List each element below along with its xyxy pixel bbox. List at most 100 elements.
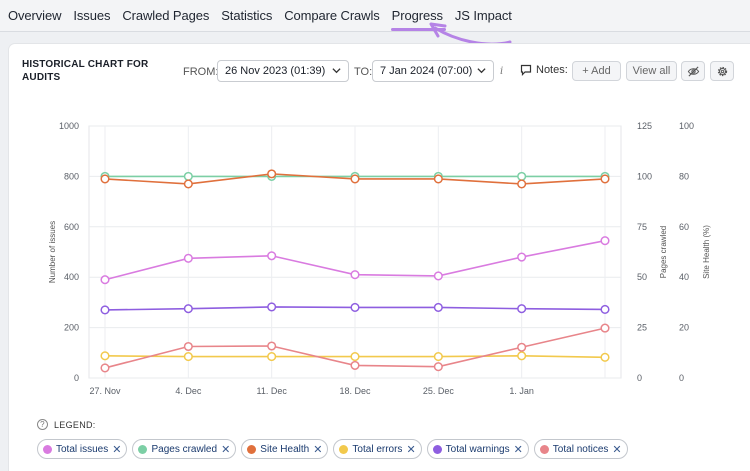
legend-label: Total warnings — [445, 443, 510, 455]
data-point-site-health — [183, 179, 193, 189]
y-tick-left: 600 — [64, 222, 79, 232]
legend-color-dot — [432, 444, 442, 454]
data-point-total-warnings — [100, 305, 110, 315]
y-tick-left: 400 — [64, 272, 79, 282]
data-point-total-errors — [267, 352, 277, 362]
data-point-total-notices — [100, 363, 110, 373]
legend-chip-site-health[interactable]: Site Health ✕ — [241, 439, 329, 459]
legend-color-dot — [247, 444, 257, 454]
card-title: HISTORICAL CHART FOR AUDITS — [22, 59, 149, 83]
add-note-button[interactable]: + Add — [572, 61, 621, 81]
annotation-arrow-icon — [429, 22, 512, 46]
y-axis-title-issues: Number of issues — [48, 221, 57, 283]
data-point-total-issues — [350, 270, 360, 280]
data-point-total-notices — [267, 341, 277, 351]
data-point-total-notices — [183, 341, 193, 352]
legend: Total issues ✕ Pages crawled ✕ Site Health ✕ T… — [37, 439, 633, 459]
remove-series-icon[interactable]: ✕ — [112, 443, 122, 456]
data-point-total-issues — [517, 252, 527, 262]
legend-chip-pages-crawled[interactable]: Pages crawled ✕ — [132, 439, 237, 459]
legend-chip-total-notices[interactable]: Total notices ✕ — [533, 439, 628, 459]
legend-color-dot — [138, 444, 148, 454]
y-tick-left: 800 — [64, 171, 79, 181]
data-point-total-errors — [100, 351, 110, 361]
from-date-value: 26 Nov 2023 (01:39) — [225, 65, 326, 77]
line-chart: 0 200 400 600 800 1000 0 25 50 75 100 125 0 20 40 60 80 1… — [48, 121, 711, 396]
legend-title-text: LEGEND: — [54, 419, 96, 430]
legend-label: Total notices — [552, 443, 609, 455]
legend-color-dot — [339, 444, 349, 454]
x-tick: 4. Dec — [175, 386, 202, 396]
chevron-down-icon — [477, 68, 486, 74]
data-point-total-issues — [100, 275, 110, 285]
data-point-site-health — [517, 179, 527, 189]
y-tick-right-health: 80 — [679, 171, 689, 181]
y-tick-right-pages: 0 — [637, 373, 642, 383]
x-tick: 18. Dec — [339, 386, 371, 396]
data-point-total-warnings — [600, 304, 610, 315]
data-point-site-health — [267, 169, 277, 179]
legend-color-dot — [539, 444, 549, 454]
legend-chip-total-warnings[interactable]: Total warnings ✕ — [426, 439, 529, 459]
to-label: TO: — [354, 66, 373, 78]
remove-series-icon[interactable]: ✕ — [406, 443, 416, 456]
y-tick-right-pages: 100 — [637, 171, 652, 181]
data-point-total-errors — [183, 352, 193, 362]
remove-series-icon[interactable]: ✕ — [513, 443, 523, 456]
data-point-site-health — [100, 174, 110, 184]
y-tick-right-health: 40 — [679, 272, 689, 282]
legend-label: Site Health — [260, 443, 310, 455]
tab-statistics[interactable]: Statistics — [221, 8, 273, 23]
y-tick-left: 200 — [64, 323, 79, 333]
tab-issues[interactable]: Issues — [73, 8, 111, 23]
y-tick-right-health: 0 — [679, 373, 684, 383]
x-tick: 1. Jan — [509, 386, 534, 396]
from-date-select[interactable]: 26 Nov 2023 (01:39) — [217, 60, 349, 82]
legend-title: ? LEGEND: — [37, 419, 96, 430]
data-point-site-health — [433, 174, 443, 184]
y-axis-title-health: Site Health (%) — [702, 225, 711, 279]
y-tick-right-health: 60 — [679, 222, 689, 232]
remove-series-icon[interactable]: ✕ — [221, 443, 231, 456]
chart-area: 0 200 400 600 800 1000 0 25 50 75 100 125 0 20 40 60 80 1… — [31, 98, 731, 398]
y-tick-left: 1000 — [59, 121, 79, 131]
help-icon[interactable]: ? — [37, 419, 48, 430]
historical-chart-card: HISTORICAL CHART FOR AUDITS FROM: 26 Nov… — [9, 44, 750, 471]
data-point-total-issues — [267, 251, 277, 261]
data-point-pages-crawled — [517, 171, 527, 181]
hide-notes-button[interactable] — [681, 61, 705, 81]
from-label: FROM: — [183, 66, 219, 78]
eye-off-icon — [687, 65, 699, 77]
legend-chip-total-errors[interactable]: Total errors ✕ — [333, 439, 422, 459]
remove-series-icon[interactable]: ✕ — [612, 443, 622, 456]
tab-overview[interactable]: Overview — [8, 8, 62, 23]
comment-icon — [520, 64, 532, 76]
tab-crawled-pages[interactable]: Crawled Pages — [122, 8, 210, 23]
legend-chip-total-issues[interactable]: Total issues ✕ — [37, 439, 128, 459]
view-all-notes-button[interactable]: View all — [626, 61, 677, 81]
data-point-total-notices — [517, 342, 527, 352]
data-point-total-issues — [183, 253, 193, 263]
data-point-total-errors — [433, 352, 443, 362]
tab-compare-crawls[interactable]: Compare Crawls — [284, 8, 380, 23]
data-point-total-notices — [433, 362, 443, 372]
y-tick-right-pages: 125 — [637, 121, 652, 131]
remove-series-icon[interactable]: ✕ — [313, 443, 323, 456]
data-point-total-warnings — [433, 302, 443, 312]
data-point-total-warnings — [350, 302, 360, 312]
data-point-total-errors — [600, 352, 610, 362]
y-tick-right-pages: 75 — [637, 222, 647, 232]
data-point-total-notices — [600, 323, 610, 333]
notes-label: Notes: — [520, 64, 568, 76]
tab-js-impact[interactable]: JS Impact — [454, 8, 512, 23]
info-icon[interactable]: i — [500, 66, 504, 77]
data-point-total-warnings — [517, 304, 527, 314]
y-tick-left: 0 — [74, 373, 79, 383]
to-date-select[interactable]: 7 Jan 2024 (07:00) — [372, 60, 494, 82]
legend-color-dot — [43, 444, 52, 454]
tab-progress[interactable]: Progress — [390, 8, 447, 31]
settings-button[interactable] — [710, 61, 734, 81]
y-tick-right-health: 20 — [679, 323, 689, 333]
y-axis-title-pages: Pages crawled — [659, 226, 668, 278]
legend-label: Total errors — [352, 443, 403, 455]
